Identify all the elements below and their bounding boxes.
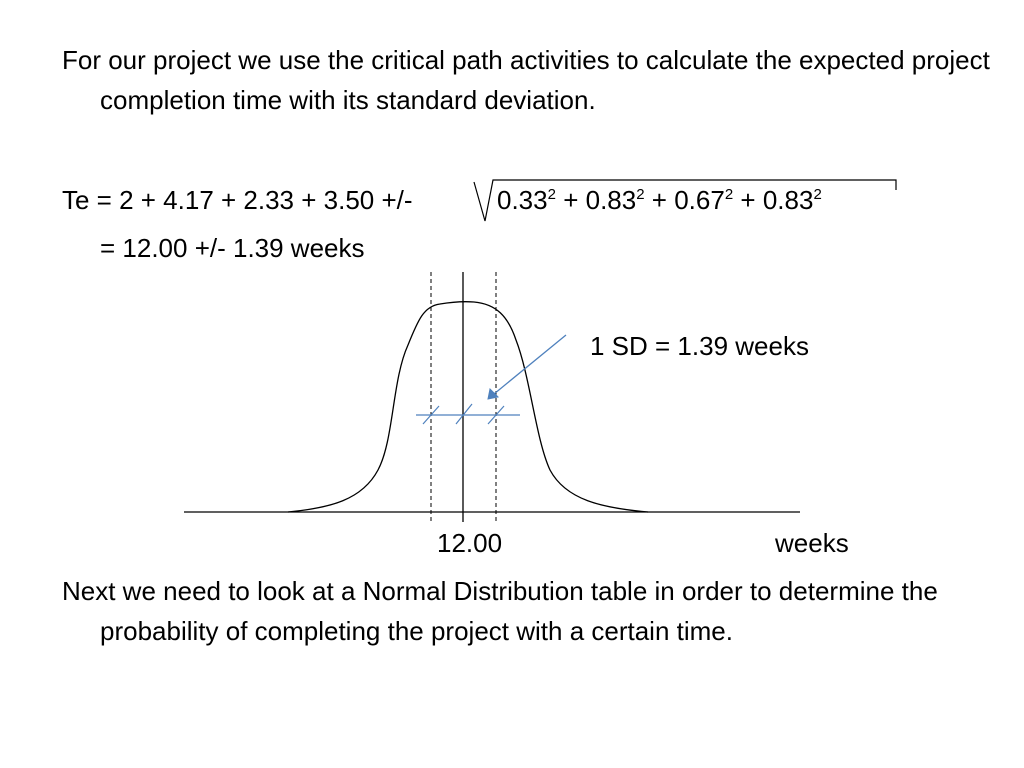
formula-lhs: Te = 2 + 4.17 + 2.33 + 3.50 +/- [62, 185, 413, 215]
closing-paragraph: Next we need to look at a Normal Distrib… [62, 576, 938, 646]
mean-label: 12.00 [437, 528, 503, 558]
term-exponent: 2 [636, 186, 645, 203]
term-exponent: 2 [724, 186, 734, 203]
term-base: 0.83 [762, 185, 814, 215]
expected-time-formula: Te = 2 + 4.17 + 2.33 + 3.50 +/- [62, 180, 413, 220]
plus-sign: + [563, 185, 579, 215]
formula-radicand: 0.332 + 0.832 + 0.672 + 0.832 [497, 180, 822, 220]
term-base: 0.67 [674, 185, 725, 215]
term-base: 0.83 [585, 185, 637, 215]
term-base: 0.33 [497, 185, 548, 215]
term-exponent: 2 [547, 186, 556, 203]
intro-paragraph: For our project we use the critical path… [62, 45, 990, 115]
sd-tick [455, 403, 473, 425]
plus-sign: + [651, 185, 667, 215]
axis-label: weeks [775, 528, 849, 558]
sd-label: 1 SD = 1.39 weeks [590, 331, 809, 361]
formula-result: = 12.00 +/- 1.39 weeks [100, 233, 365, 263]
sd-arrow-shaft [493, 334, 567, 395]
bell-curve [287, 300, 649, 513]
sd-arrow-head [487, 387, 500, 400]
sd-tick [487, 405, 505, 425]
sqrt-sign [473, 179, 897, 222]
sd-tick [422, 405, 440, 425]
plus-sign: + [740, 185, 756, 215]
term-exponent: 2 [813, 186, 822, 203]
